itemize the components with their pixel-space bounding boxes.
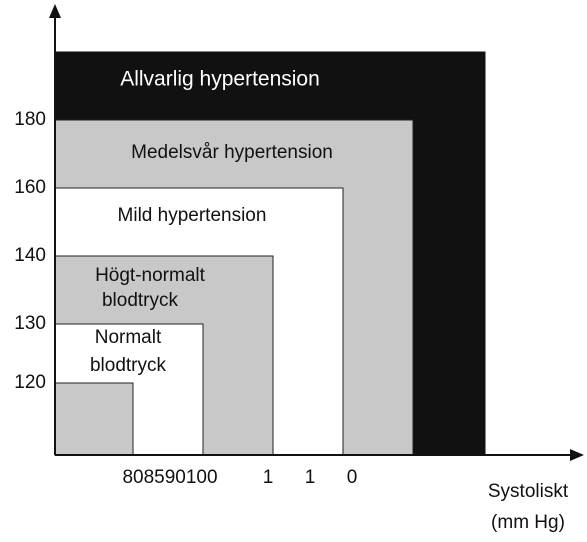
y-label: 180 xyxy=(14,109,46,130)
x-label: 1 xyxy=(263,467,274,488)
y-label: 120 xyxy=(14,372,46,393)
region-label: Allvarlig hypertension xyxy=(120,68,320,91)
x-label: 1 xyxy=(305,467,316,488)
x-label: 0 xyxy=(347,467,358,488)
region-label: blodtryck xyxy=(90,355,167,376)
region-label: Medelsvår hypertension xyxy=(131,142,333,163)
region-optimal xyxy=(54,382,134,456)
x-axis-title: (mm Hg) xyxy=(491,512,565,533)
region-label: Normalt xyxy=(95,327,162,348)
x-arrow xyxy=(570,449,584,461)
y-arrow xyxy=(49,4,61,18)
region-label: Högt-normalt xyxy=(95,265,206,286)
y-label: 130 xyxy=(14,313,46,334)
x-label: 808590100 xyxy=(122,467,217,488)
x-axis-title: Systoliskt xyxy=(488,481,569,502)
y-label: 140 xyxy=(14,245,46,266)
region-label: blodtryck xyxy=(102,290,179,311)
y-label: 160 xyxy=(14,177,46,198)
region-label: Mild hypertension xyxy=(118,205,267,226)
